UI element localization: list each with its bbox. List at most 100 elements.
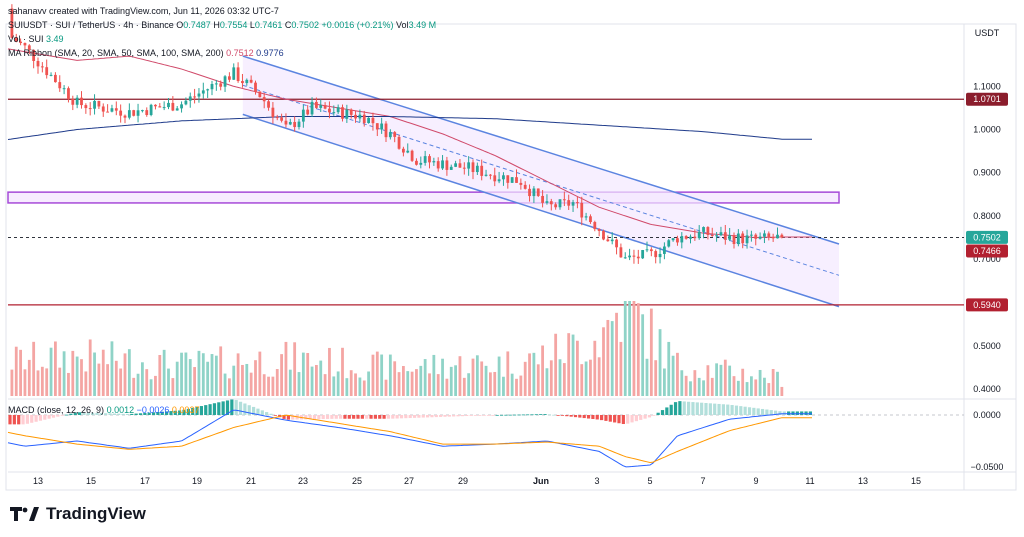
volume-bar	[40, 366, 44, 396]
volume-bar	[497, 356, 501, 396]
axes: 1.1000 1.0000 0.9000 0.8000 0.7000 0.5000 0.40…	[33, 81, 1008, 486]
volume-bar	[293, 342, 297, 396]
symbol-line: SUIUSDT · SUI / TetherUS · 4h · Binance …	[8, 20, 436, 30]
volume-bar	[715, 363, 718, 396]
macd-histogram-bar	[426, 415, 430, 418]
macd-signal-line	[7, 414, 812, 464]
chart-grid	[5, 23, 1017, 491]
candle-body	[141, 110, 144, 112]
volume-bar	[710, 377, 714, 396]
volume-bar	[641, 314, 645, 396]
macd-histogram-bar	[578, 415, 582, 418]
candle-body	[584, 216, 588, 218]
candle-body	[467, 162, 471, 169]
volume-bar	[615, 312, 618, 396]
candle-body	[145, 110, 149, 115]
volume-bar	[410, 371, 414, 396]
volume-bar	[271, 376, 275, 396]
volume-indicator-line[interactable]: Vol · SUI 3.49	[8, 34, 64, 44]
macd-histogram-bar	[421, 415, 425, 418]
volume-bar	[110, 341, 114, 396]
candle-body	[741, 233, 745, 244]
volume-bar	[484, 365, 488, 396]
macd-histogram-bar	[539, 414, 543, 415]
volume-bar	[602, 327, 605, 396]
macd-histogram-bar	[691, 402, 695, 415]
candle-body	[154, 104, 157, 107]
volume-bar	[219, 346, 223, 396]
volume-bar	[362, 380, 366, 396]
channel-lower-line[interactable]	[242, 113, 840, 308]
candle-body	[645, 249, 649, 251]
ohlc-close-key: C	[284, 20, 292, 30]
sma200-line[interactable]	[7, 116, 812, 140]
macd-histogram-bar	[51, 415, 56, 418]
ma-ribbon-line[interactable]: MA Ribbon (SMA, 20, SMA, 50, SMA, 100, S…	[8, 48, 284, 58]
volume-bar	[23, 369, 27, 396]
macd-histogram-bar	[312, 415, 317, 420]
tradingview-logo[interactable]: TradingView	[10, 504, 146, 524]
volume-bar	[750, 376, 753, 396]
macd-histogram-bar	[199, 406, 203, 415]
candle-body	[554, 204, 558, 208]
candle-body	[332, 112, 336, 114]
candle-body	[393, 132, 397, 137]
vol-label: Vol	[396, 20, 409, 30]
macd-histogram-bar	[238, 401, 243, 415]
macd-histogram-bar	[682, 401, 686, 415]
macd-line-value: −0.0026	[136, 405, 170, 415]
supply-zone[interactable]	[7, 191, 840, 204]
macd-histogram-bar	[382, 415, 386, 419]
volume-bar	[375, 351, 379, 396]
candle-body	[763, 233, 766, 237]
volume-bar	[197, 350, 201, 396]
volume-bar	[228, 378, 231, 396]
candle-body	[388, 132, 392, 138]
macd-histogram-bar	[800, 411, 804, 415]
volume-bar	[93, 352, 96, 396]
volume-bar	[462, 377, 466, 396]
volume-bar	[323, 374, 327, 396]
prev-close-price-label: 0.7466	[973, 246, 1001, 256]
candle-body	[345, 109, 349, 119]
candle-body	[410, 150, 414, 161]
time-tick-label: 17	[140, 476, 150, 486]
macd-histogram-bar	[787, 411, 791, 415]
candle-body	[545, 201, 549, 203]
resistance-price-tag	[966, 92, 1008, 106]
volume-bar	[123, 353, 127, 396]
candle-body	[10, 8, 14, 38]
candle-body	[649, 249, 653, 252]
volume-bar	[175, 361, 179, 396]
time-tick-label: 27	[404, 476, 414, 486]
volume-bar	[658, 329, 662, 396]
volume-bar	[54, 341, 57, 396]
volume-bar	[275, 369, 279, 396]
candle-body	[684, 236, 688, 239]
macd-histogram-bar	[138, 413, 143, 415]
candle-body	[71, 98, 75, 105]
macd-histogram-bar	[8, 415, 12, 425]
volume-bar	[684, 375, 688, 396]
candle-body	[397, 136, 401, 149]
macd-label-line[interactable]: MACD (close, 12, 26, 9) 0.0012 −0.0026 0…	[8, 405, 199, 415]
macd-histogram-bar	[408, 415, 412, 419]
macd-histogram-bar	[721, 404, 725, 415]
candle-body	[93, 100, 96, 109]
ohlc-close: 0.7502	[291, 20, 319, 30]
sma20-line[interactable]	[7, 48, 812, 239]
macd-histogram-bar	[60, 415, 64, 416]
volume-bar	[489, 372, 492, 396]
volume-bar	[467, 373, 471, 396]
volume-bar	[580, 364, 584, 396]
candle-body	[497, 179, 501, 182]
macd-histogram-bar	[569, 415, 573, 417]
volume-bar	[519, 375, 523, 396]
volume-bar	[449, 366, 453, 396]
candle-body	[571, 202, 575, 206]
macd-signal-value: 0.0037	[171, 405, 200, 415]
channel-upper-line[interactable]	[242, 55, 840, 245]
symbol-name[interactable]: SUIUSDT · SUI / TetherUS · 4h · Binance	[8, 20, 174, 30]
volume-bar	[384, 379, 388, 396]
